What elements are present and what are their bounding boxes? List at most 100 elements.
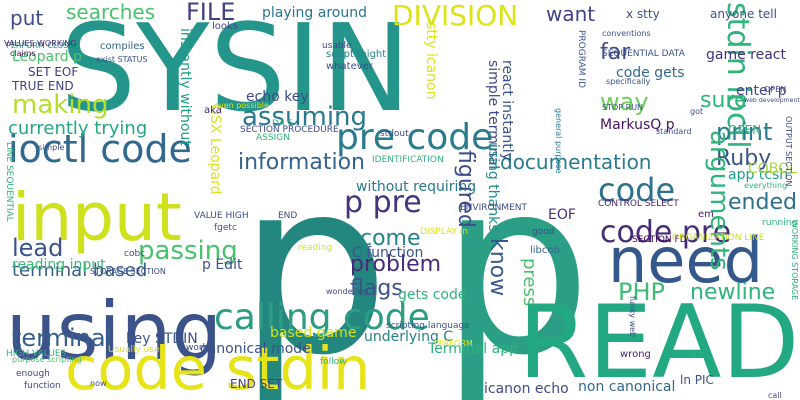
word-file-14: FILE <box>186 0 236 26</box>
word-ln-pic-80: ln PIC <box>680 373 714 387</box>
word-lead-41: lead <box>12 234 64 262</box>
word-follow-118: follow <box>320 357 347 367</box>
word-react-instantly-72: react instantly <box>499 60 515 161</box>
word-code-gets-52: code gets <box>616 65 685 81</box>
word-sure-19: sure <box>700 88 748 113</box>
word-value-high-110: VALUE HIGH <box>194 211 249 221</box>
word-come-32: come <box>360 226 421 251</box>
word-web-development-127: web development <box>744 97 800 104</box>
word-now-121: now <box>90 379 107 388</box>
word-end-111: END <box>278 211 298 221</box>
word-environment-97: ENVIRONMENT <box>460 203 527 213</box>
word-instantly-without-75: instantly without <box>177 28 193 146</box>
word-division-13: DIVISION <box>392 0 519 32</box>
word-usually-used-116: Usually used <box>108 345 166 355</box>
word-values-working-82: VALUES WORKING <box>4 39 77 48</box>
word-terminal-based-43: terminal based <box>12 260 148 281</box>
word-put-16: put <box>10 6 44 30</box>
word-way-21: way <box>600 88 649 116</box>
word-even-possible-92: even possible <box>214 101 269 110</box>
word-pre-code-9: pre code <box>336 117 494 158</box>
word-non-canonical-62: non canonical <box>578 379 676 395</box>
word-call-122: call <box>768 391 782 400</box>
word-flags-37: flags <box>350 276 403 301</box>
word-working-storage-104: WORKING STORAGE <box>790 220 799 301</box>
word-ioctl-code-8: ioctl code <box>8 127 192 171</box>
word-print-20: print <box>716 118 773 146</box>
word-app-tcsh-45: app tcsh <box>728 167 789 183</box>
word-wondering-108: wondering <box>326 287 369 296</box>
word-enter-p-54: enter p <box>736 83 787 99</box>
word-true-end-66: TRUE END <box>12 79 74 93</box>
word-x-stty-46: x stty <box>626 7 660 21</box>
word-c-function-50: C function <box>352 245 424 261</box>
word-aka-91: aka <box>204 105 222 116</box>
word-p-2: p <box>440 130 592 400</box>
word-exist-status-85: exist STATUS <box>96 55 148 64</box>
word-passing-36: passing <box>138 236 238 266</box>
word-read-3: READ <box>518 283 800 400</box>
word-da-5-90: DA 5 <box>272 119 294 129</box>
word-section-procedure-94: SECTION PROCEDURE <box>240 125 339 135</box>
word-ruby-22: Ruby <box>716 146 772 171</box>
word-stty-icanon-74: stty icanon <box>423 22 439 100</box>
word-wrong-123: wrong <box>620 349 651 360</box>
word-canonical-mode-59: canonical mode <box>200 341 311 357</box>
word-got-130: got <box>690 107 704 116</box>
word-want-17: want <box>546 2 596 26</box>
word-sequential-data-135: SEQUENTIAL DATA <box>602 49 685 59</box>
word-perform-125: PERFORM <box>434 339 473 348</box>
word-script-might-88: script might <box>326 49 387 60</box>
word-underlying-c-57: underlying C <box>364 329 454 345</box>
word-program-id-134: PROGRAM ID <box>576 30 586 88</box>
word-claims-84: claims <box>10 49 36 58</box>
word-based-game-56: based game <box>270 325 357 341</box>
word-gets-code-51: gets code <box>398 287 467 303</box>
word-p-pre-29: p pre <box>344 185 422 220</box>
word-code-27: code <box>598 171 676 209</box>
word-playing-around-48: playing around <box>262 5 367 21</box>
word-enough-119: enough <box>16 369 50 379</box>
word-display-in-106: DISPLAY in <box>420 227 468 237</box>
word-everything-129: everything <box>744 181 788 190</box>
word-specifically-132: specifically <box>606 77 651 86</box>
word-good-98: good <box>532 227 555 237</box>
word-purpose-scripting-115: purpose scripting <box>12 355 82 364</box>
word-markusq-p-44: MarkusQ p <box>600 117 675 133</box>
word-line-sequential-137: LINE SEQUENTIAL <box>4 142 14 222</box>
word-function-120: function <box>24 381 61 391</box>
word-control-select-100: CONTROL SELECT <box>598 199 679 209</box>
word-set-eof-67: SET EOF <box>28 65 79 79</box>
word-osx-leopard-69: OSX Leopard <box>207 104 223 195</box>
word-usable-87: usable <box>322 41 352 51</box>
word-sysin-0: SYSIN <box>60 0 411 139</box>
word-p-edit-76: p Edit <box>202 257 243 273</box>
word-simple-138: simple <box>38 143 65 152</box>
word-information-30: information <box>238 150 365 175</box>
word-code-stdin-6: code stdin <box>65 334 371 400</box>
word-terminal-42: terminal <box>12 324 113 352</box>
word-reading-input-55: reading input <box>12 257 106 273</box>
word-organization-line-102: ORGANIZATION LINE <box>672 233 765 243</box>
word-x-78: x <box>690 347 698 361</box>
word-high-values-114: HIGH VALUES <box>6 349 67 359</box>
word-eof-77: EOF <box>548 207 576 223</box>
word-know-33: know <box>485 238 510 297</box>
word-em-79: em <box>698 209 714 220</box>
word-looks-86: looks <box>212 21 239 32</box>
word-icanon-echo-61: icanon echo <box>484 381 569 397</box>
word-anyone-tell-47: anyone tell <box>710 7 777 21</box>
word-open-65: OPEN <box>728 123 762 137</box>
word-far-18: far <box>600 40 631 65</box>
word-key-stdin-58: key STDIN <box>126 331 198 347</box>
word-calling-code-10: calling code <box>214 297 430 338</box>
word-output-section-128: OUTPUT SECTION <box>784 116 793 187</box>
word-general-purpose-126: general purpose <box>554 108 563 174</box>
word-compiles-83: compiles <box>100 41 145 52</box>
word-cobc-113: cobc <box>124 249 146 259</box>
word-terminal-app-60: Terminal app <box>428 341 518 357</box>
word-searches-15: searches <box>66 0 156 24</box>
word-press-34: press <box>519 258 540 307</box>
word-perform-close-81: PERFORM CLOSE <box>6 41 74 50</box>
